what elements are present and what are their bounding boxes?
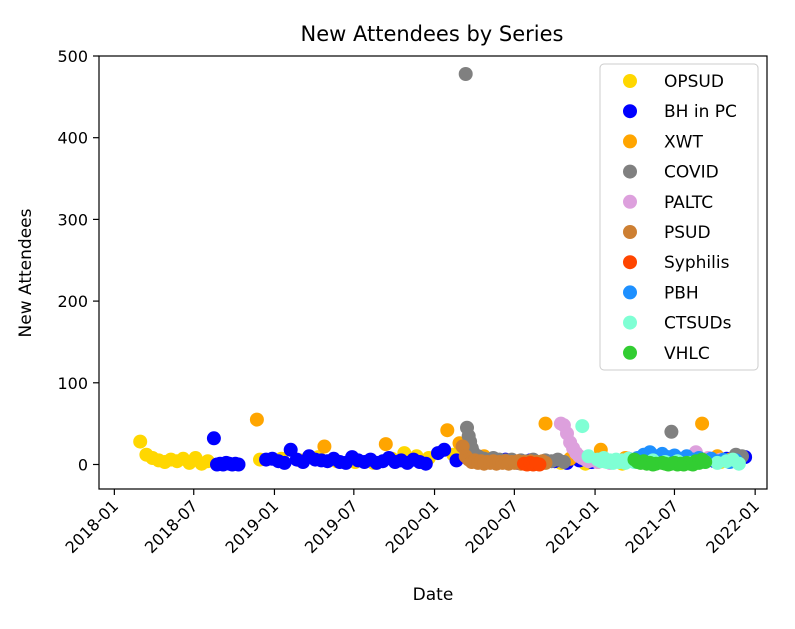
data-point xyxy=(458,67,473,81)
y-tick-label: 100 xyxy=(57,374,88,393)
legend-label: XWT xyxy=(664,132,703,152)
y-tick-label: 300 xyxy=(57,210,88,229)
series-vhlc xyxy=(627,452,713,472)
legend-marker xyxy=(623,134,637,149)
legend-marker xyxy=(623,74,637,88)
legend-entry: CTSUDs xyxy=(623,314,732,334)
legend-marker xyxy=(623,345,637,360)
y-axis-label: New Attendees xyxy=(16,208,36,337)
data-point xyxy=(664,424,679,439)
data-point xyxy=(575,419,590,434)
data-point xyxy=(698,455,713,469)
data-points xyxy=(133,67,753,472)
legend-label: Syphilis xyxy=(664,253,730,273)
legend-label: PSUD xyxy=(664,223,711,243)
y-tick-label: 400 xyxy=(57,129,88,148)
data-point xyxy=(538,416,553,431)
data-point xyxy=(249,412,264,427)
legend-marker xyxy=(623,104,637,119)
legend-marker xyxy=(623,225,637,239)
legend-marker xyxy=(623,285,637,300)
legend-entry: PBH xyxy=(623,283,699,303)
series-syphilis xyxy=(517,455,547,472)
data-point xyxy=(731,456,746,471)
legend-label: COVID xyxy=(664,163,719,183)
legend-label: CTSUDs xyxy=(664,314,732,334)
data-point xyxy=(418,456,433,471)
legend-label: OPSUD xyxy=(664,72,724,92)
legend-entry: PSUD xyxy=(623,223,711,243)
y-tick-label: 0 xyxy=(78,455,88,474)
legend-entry: Syphilis xyxy=(623,253,730,273)
legend-label: PALTC xyxy=(664,193,713,213)
legend-label: PBH xyxy=(664,283,699,303)
legend-marker xyxy=(623,255,637,270)
chart-title: New Attendees by Series xyxy=(301,22,564,46)
legend-label: BH in PC xyxy=(664,102,737,122)
plot-frame xyxy=(98,55,768,490)
data-point xyxy=(231,457,246,472)
legend-entry: PALTC xyxy=(623,193,713,213)
data-point xyxy=(133,434,148,449)
data-point xyxy=(695,416,710,431)
legend-entry: VHLC xyxy=(623,344,710,364)
data-point xyxy=(378,437,393,452)
x-axis-label: Date xyxy=(413,585,454,605)
legend-box xyxy=(599,63,759,371)
legend-marker xyxy=(623,315,637,330)
legend-entry: BH in PC xyxy=(623,102,737,122)
legend-entry: OPSUD xyxy=(623,72,724,92)
legend: OPSUD BH in PC XWT COVID PALTC PSUD Syphilis PB… xyxy=(599,63,759,371)
legend-entry: XWT xyxy=(623,132,703,152)
legend-entry: COVID xyxy=(623,163,719,183)
data-point xyxy=(277,455,292,470)
legend-marker xyxy=(623,164,637,179)
y-axis: 0 100 200 300 400 500 xyxy=(57,47,99,474)
y-tick-label: 500 xyxy=(57,47,88,66)
data-point xyxy=(440,423,455,438)
y-tick-label: 200 xyxy=(57,292,88,311)
data-point xyxy=(317,439,332,454)
data-point xyxy=(206,431,221,446)
legend-label: VHLC xyxy=(664,344,710,364)
data-point xyxy=(437,442,452,457)
legend-marker xyxy=(623,194,637,209)
data-point xyxy=(532,457,547,472)
data-point xyxy=(556,455,571,469)
